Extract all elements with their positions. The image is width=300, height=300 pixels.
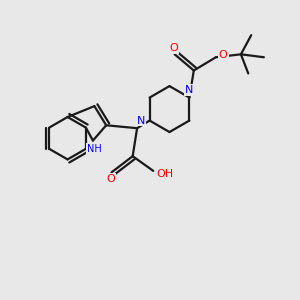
Text: O: O: [170, 43, 178, 53]
Text: N: N: [137, 116, 146, 126]
Text: OH: OH: [156, 169, 173, 179]
Text: N: N: [185, 85, 194, 95]
Text: NH: NH: [87, 144, 102, 154]
Text: O: O: [219, 50, 228, 60]
Text: O: O: [106, 174, 115, 184]
